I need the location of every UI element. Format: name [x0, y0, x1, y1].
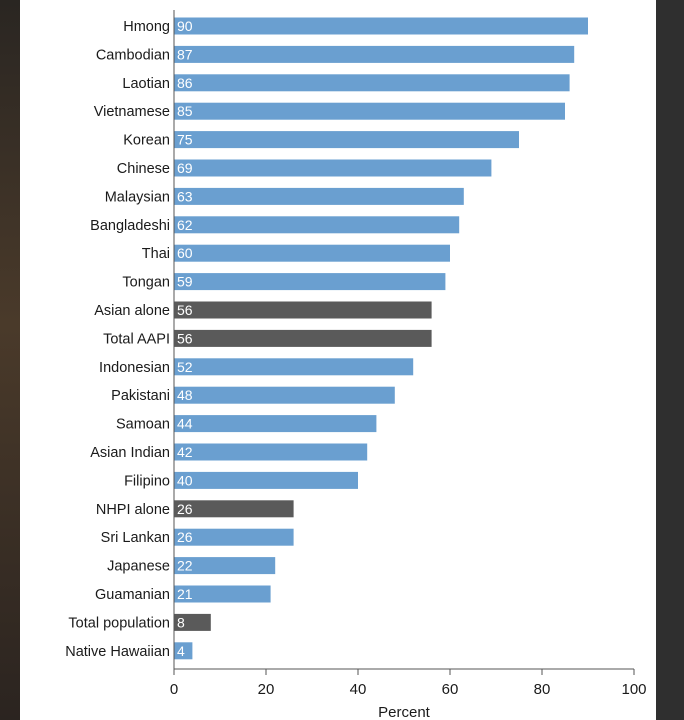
value-label-thai: 60	[177, 245, 193, 261]
x-tick-label-80: 80	[534, 681, 551, 698]
bar-total-aapi	[174, 329, 432, 347]
value-label-filipino: 40	[177, 472, 193, 488]
bar-hmong	[174, 17, 588, 35]
category-label-malaysian: Malaysian	[105, 189, 170, 205]
bar-guamanian	[174, 585, 271, 603]
value-label-sri-lankan: 26	[177, 529, 193, 545]
category-label-asian-indian: Asian Indian	[90, 445, 170, 461]
value-label-hmong: 90	[177, 18, 193, 34]
bar-cambodian	[174, 45, 575, 63]
bar-bangladeshi	[174, 216, 460, 234]
value-label-vietnamese: 85	[177, 103, 193, 119]
category-label-native-hawaiian: Native Hawaiian	[65, 644, 170, 660]
value-label-korean: 75	[177, 132, 193, 148]
value-label-native-hawaiian: 4	[177, 643, 185, 659]
category-label-bangladeshi: Bangladeshi	[90, 218, 170, 234]
value-label-guamanian: 21	[177, 586, 193, 602]
bar-native-hawaiian	[174, 642, 193, 660]
x-tick-label-60: 60	[442, 681, 459, 698]
value-label-chinese: 69	[177, 160, 193, 176]
category-label-korean: Korean	[123, 133, 170, 149]
category-label-indonesian: Indonesian	[99, 360, 170, 376]
value-label-bangladeshi: 62	[177, 217, 193, 233]
bar-korean	[174, 131, 519, 149]
value-label-nhpi-alone: 26	[177, 501, 193, 517]
category-label-total-aapi: Total AAPI	[103, 331, 170, 347]
bar-asian-alone	[174, 301, 432, 319]
x-tick-label-100: 100	[621, 681, 646, 698]
bar-indonesian	[174, 358, 414, 376]
category-label-hmong: Hmong	[123, 19, 170, 35]
category-label-chinese: Chinese	[117, 161, 170, 177]
bar-filipino	[174, 471, 358, 489]
value-label-laotian: 86	[177, 75, 193, 91]
x-tick-label-0: 0	[170, 681, 178, 698]
category-label-vietnamese: Vietnamese	[94, 104, 170, 120]
bar-asian-indian	[174, 443, 368, 461]
category-label-japanese: Japanese	[107, 559, 170, 575]
value-label-malaysian: 63	[177, 188, 193, 204]
bar-chart: Hmong 90 Cambodian 87 Laotian 86 Vietnamese 85 K…	[65, 10, 647, 720]
x-tick-label-40: 40	[350, 681, 367, 698]
bar-japanese	[174, 557, 276, 575]
category-label-nhpi-alone: NHPI alone	[96, 502, 170, 518]
value-label-indonesian: 52	[177, 359, 193, 375]
bar-thai	[174, 244, 450, 262]
value-label-asian-alone: 56	[177, 302, 193, 318]
value-label-tongan: 59	[177, 274, 193, 290]
background-right-strip	[656, 0, 684, 720]
category-label-laotian: Laotian	[122, 76, 170, 92]
chart-panel: Hmong 90 Cambodian 87 Laotian 86 Vietnamese 85 K…	[20, 0, 656, 720]
value-label-japanese: 22	[177, 558, 193, 574]
bar-sri-lankan	[174, 528, 294, 546]
value-label-total-population: 8	[177, 614, 185, 630]
bar-malaysian	[174, 187, 464, 205]
bar-samoan	[174, 415, 377, 433]
category-label-tongan: Tongan	[122, 275, 170, 291]
category-label-pakistani: Pakistani	[111, 388, 170, 404]
category-label-sri-lankan: Sri Lankan	[101, 530, 170, 546]
category-label-samoan: Samoan	[116, 417, 170, 433]
value-label-cambodian: 87	[177, 46, 193, 62]
value-label-total-aapi: 56	[177, 330, 193, 346]
bar-pakistani	[174, 386, 395, 404]
category-label-asian-alone: Asian alone	[94, 303, 170, 319]
value-label-asian-indian: 42	[177, 444, 193, 460]
bar-vietnamese	[174, 102, 565, 120]
category-label-thai: Thai	[142, 246, 170, 262]
category-label-filipino: Filipino	[124, 473, 170, 489]
x-tick-label-20: 20	[258, 681, 275, 698]
category-label-cambodian: Cambodian	[96, 47, 170, 63]
background-left-strip	[0, 0, 20, 720]
x-axis-title: Percent	[378, 704, 431, 720]
value-label-pakistani: 48	[177, 387, 193, 403]
bar-total-population	[174, 613, 211, 631]
category-label-guamanian: Guamanian	[95, 587, 170, 603]
bar-laotian	[174, 74, 570, 92]
bar-nhpi-alone	[174, 500, 294, 518]
bar-tongan	[174, 273, 446, 291]
value-label-samoan: 44	[177, 416, 193, 432]
category-label-total-population: Total population	[68, 615, 170, 631]
bar-chinese	[174, 159, 492, 177]
